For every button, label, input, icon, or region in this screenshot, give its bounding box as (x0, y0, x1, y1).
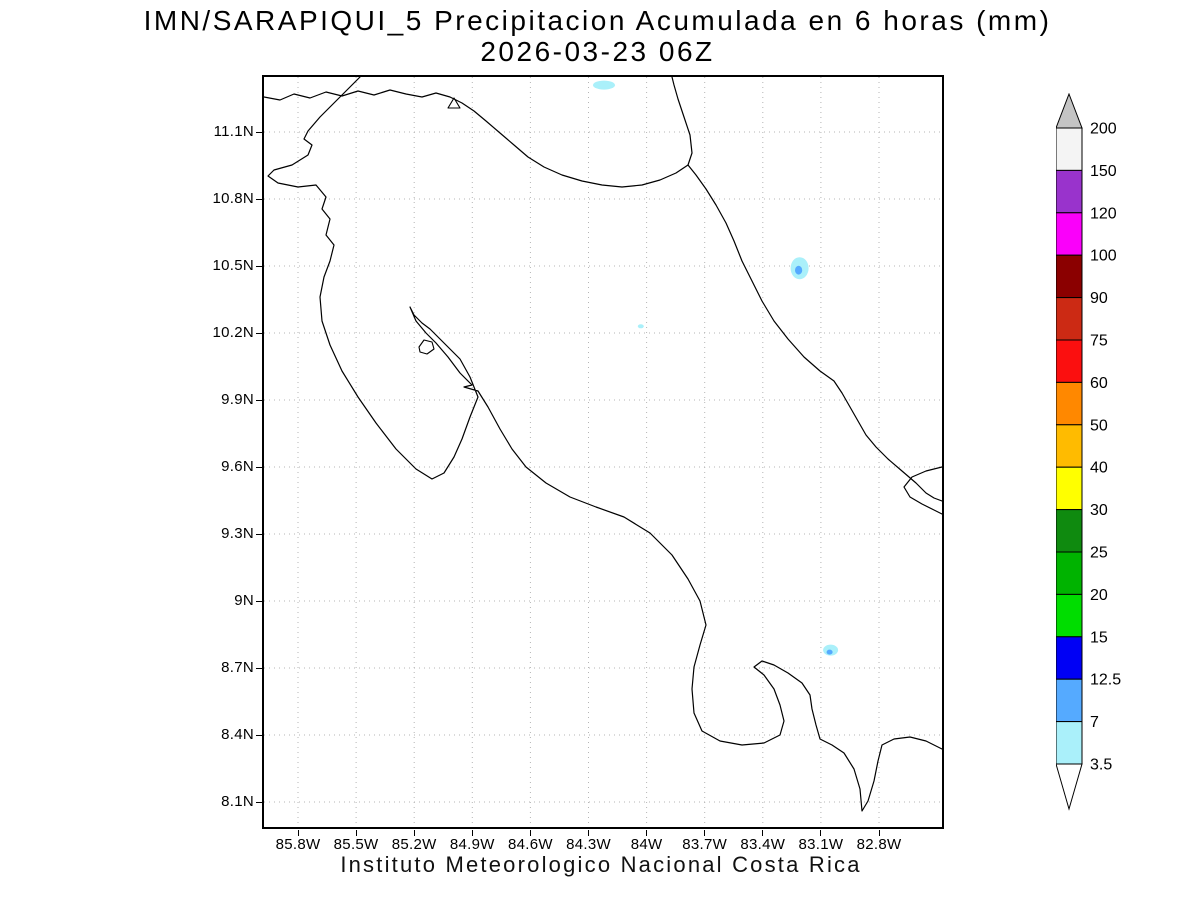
colorbar-label: 75 (1090, 333, 1108, 350)
y-axis-tick (256, 466, 262, 468)
y-axis-label: 9.3N (221, 525, 254, 542)
y-axis-tick (256, 198, 262, 200)
colorbar-label: 90 (1090, 290, 1108, 307)
island-outline (447, 97, 461, 109)
colorbar-canvas: 200 150 120 100 90 75 60 50 40 30 25 20 15 12.5 7 3.5 (1055, 92, 1121, 811)
x-axis-tick (413, 830, 415, 836)
y-axis-label: 9.6N (221, 458, 254, 475)
chart-subtitle-datetime: 2026-03-23 06Z (480, 36, 715, 67)
precip-area-core (826, 649, 833, 655)
colorbar-segment (1055, 551, 1083, 595)
colorbar-label: 60 (1090, 375, 1108, 392)
y-axis-tick (256, 533, 262, 535)
y-axis-tick (256, 265, 262, 267)
costa-rica-coastline (267, 76, 943, 812)
x-axis-tick (297, 830, 299, 836)
x-axis-label: 83.7W (682, 836, 728, 853)
colorbar-label: 100 (1090, 248, 1117, 265)
colorbar-label: 150 (1090, 163, 1117, 180)
y-axis-label: 8.7N (221, 659, 254, 676)
colorbar-segment (1055, 169, 1083, 214)
chart-title: IMN/SARAPIQUI_5 Precipitacion Acumulada … (143, 5, 1052, 36)
colorbar-segment (1055, 593, 1083, 638)
x-axis-label: 84.3W (566, 836, 611, 853)
colorbar-arrow-top (1055, 92, 1083, 129)
y-axis-label: 9N (234, 592, 254, 609)
colorbar-segment (1055, 127, 1083, 171)
x-axis-tick (704, 830, 706, 836)
colorbar-segment (1055, 212, 1083, 256)
colorbar-segment (1055, 424, 1083, 468)
colorbar-segment (1055, 254, 1083, 299)
x-axis-label: 83.4W (740, 836, 786, 853)
y-axis-label: 10.2N (212, 324, 254, 341)
x-axis-label: 84W (630, 836, 663, 853)
precip-area (593, 80, 615, 90)
precip-area-core (795, 265, 803, 275)
x-axis-label: 82.8W (856, 836, 902, 853)
colorbar-segment (1055, 466, 1083, 511)
colorbar-label: 12.5 (1090, 672, 1121, 689)
y-axis-label: 8.1N (221, 793, 254, 810)
colorbar-label: 40 (1090, 460, 1108, 477)
x-axis-label: 84.9W (449, 836, 495, 853)
x-axis-tick (646, 830, 648, 836)
y-axis-label: 8.4N (221, 726, 254, 743)
x-axis-tick (355, 830, 357, 836)
x-axis-label: 85.5W (333, 836, 379, 853)
costa-rica-coastline (263, 76, 693, 188)
x-axis-tick (878, 830, 880, 836)
colorbar-segment (1055, 297, 1083, 341)
colorbar-label: 25 (1090, 545, 1108, 562)
x-axis-label: 83.1W (798, 836, 844, 853)
x-axis-tick (588, 830, 589, 836)
colorbar-label: 120 (1090, 205, 1117, 222)
colorbar-segment (1055, 678, 1083, 723)
y-axis-label: 11.1N (213, 123, 254, 140)
x-axis-tick (762, 830, 764, 836)
map-canvas (263, 76, 943, 827)
colorbar-segment (1055, 381, 1083, 426)
x-axis-label: 84.6W (507, 836, 553, 853)
colorbar-label: 15 (1090, 629, 1108, 646)
colorbar-segment (1055, 636, 1083, 680)
colorbar-segment (1055, 721, 1083, 765)
y-axis-tick (256, 600, 262, 602)
x-axis-label: 85.8W (275, 836, 321, 853)
colorbar-segment (1055, 509, 1083, 553)
colorbar-label: 30 (1090, 502, 1108, 519)
y-axis-tick (256, 131, 262, 133)
island-outline (418, 339, 435, 355)
y-axis-tick (256, 399, 262, 401)
y-axis-tick (256, 332, 262, 334)
costa-rica-coastline (687, 164, 943, 502)
colorbar-segment (1055, 339, 1083, 383)
y-axis-tick (256, 734, 262, 736)
x-axis-label: 85.2W (391, 836, 437, 853)
x-axis-tick (471, 830, 473, 836)
y-axis-tick (256, 667, 262, 669)
colorbar-label: 200 (1090, 121, 1117, 138)
colorbar-label: 7 (1090, 714, 1099, 731)
y-axis-label: 9.9N (221, 391, 254, 408)
colorbar-label: 3.5 (1090, 757, 1112, 774)
footer-caption: Instituto Meteorologico Nacional Costa R… (340, 852, 862, 877)
colorbar-arrow-bottom (1055, 763, 1083, 811)
colorbar-legend: 200 150 120 100 90 75 60 50 40 30 25 20 15 12.5 7 3.5 (1055, 92, 1176, 813)
precip-area (637, 324, 644, 329)
y-axis-tick (256, 801, 262, 803)
y-axis-label: 10.8N (212, 190, 254, 207)
map-plot-area (262, 75, 944, 829)
costa-rica-coastline (903, 466, 943, 515)
colorbar-label: 20 (1090, 587, 1108, 604)
x-axis-tick (529, 830, 531, 836)
colorbar-label: 50 (1090, 417, 1108, 434)
x-axis-tick (820, 830, 822, 836)
y-axis-label: 10.5N (212, 257, 254, 274)
